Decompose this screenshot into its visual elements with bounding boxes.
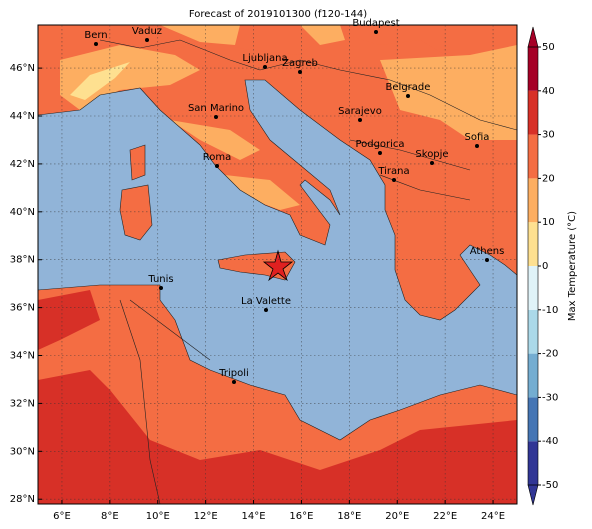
colorbar-tick-label: 50 [542,42,555,53]
x-tick-label: 16°E [289,511,313,522]
y-tick-label: 46°N [10,63,35,74]
algeria-hot [38,290,100,350]
city-label: Tirana [377,166,409,177]
north-warm [160,25,345,45]
x-tick-label: 22°E [433,511,457,522]
colorbar-tick-label: -30 [542,392,558,403]
colorbar-tick-label: -10 [542,305,558,316]
city-dot [215,164,219,168]
x-tick-label: 14°E [242,511,266,522]
colorbar-swatch [528,266,538,310]
city-dot [358,118,362,122]
city-dot [214,115,218,119]
city-dot [392,178,396,182]
colorbar-extend-top [527,26,539,48]
colorbar-swatch [528,441,538,485]
city-label: Belgrade [386,82,431,93]
colorbar-extend-bottom [527,484,539,506]
y-tick-label: 38°N [10,255,35,266]
colorbar-tick-label: 40 [542,86,555,97]
city-label: Tripoli [218,368,249,379]
y-tick-label: 36°N [10,303,35,314]
y-tick-label: 44°N [10,111,35,122]
y-tick-label: 32°N [10,398,35,409]
city-label: Roma [203,152,232,163]
colorbar-swatch [528,90,538,135]
y-tick-label: 34°N [10,351,35,362]
city-label: San Marino [188,103,244,114]
alps-cool [70,62,130,100]
city-dot [298,70,302,74]
colorbar-swatch [528,353,538,398]
land-north [38,25,517,70]
city-label: Sarajevo [338,106,382,117]
land-warm [170,45,517,210]
y-tick-label: 40°N [10,207,35,218]
y-tick-label: 28°N [10,494,35,505]
colorbar-tick-label: 0 [542,261,548,272]
colorbar-swatch [528,309,538,354]
x-tick-label: 18°E [337,511,361,522]
city-label: Bern [84,30,107,41]
city-label: Ljubljana [242,53,287,64]
colorbar-label: Max Temperature (°C) [567,211,578,321]
x-tick-label: 20°E [385,511,409,522]
x-tick-label: 10°E [146,511,170,522]
city-dot [263,65,267,69]
city-label: Sofia [465,132,490,143]
borders [99,39,517,504]
city-label: La Valette [241,296,291,307]
x-tick-label: 24°E [481,511,505,522]
city-dot [406,94,410,98]
city-dot [374,30,378,34]
colorbar-swatch [528,397,538,442]
colorbar-swatch [528,47,538,91]
colorbar-tick-label: -50 [542,480,558,491]
map-frame [37,24,518,505]
x-tick-label: 6°E [53,511,71,522]
city-dot [430,161,434,165]
city-dot [485,258,489,262]
islands [119,144,153,241]
city-dot [264,308,268,312]
city-label: Budapest [352,18,399,29]
colorbar-tick-label: 20 [542,173,555,184]
colorbar-tick-label: -40 [542,436,558,447]
city-dot [378,151,382,155]
map-title: Forecast of 2019101300 (f120-144) [189,9,367,20]
city-label: Vaduz [132,26,162,37]
city-label: Skopje [415,149,448,160]
colorbar-swatch [528,222,538,266]
colorbar-tick-label: -20 [542,349,558,360]
alps-warm [60,45,200,110]
city-label: Athens [470,246,505,257]
city-label: Tunis [147,274,173,285]
colorbar-tick-label: 10 [542,217,555,228]
city-dot [145,38,149,42]
city-dot [232,380,236,384]
y-tick-label: 42°N [10,159,35,170]
city-label: Zagreb [282,58,318,69]
city-dot [94,42,98,46]
colorbar-swatch [528,178,538,223]
colorbar-tick-label: 30 [542,130,555,141]
city-label: Podgorica [355,139,404,150]
city-dot [475,144,479,148]
y-tick-label: 30°N [10,446,35,457]
colorbar-swatch [528,134,538,179]
x-tick-label: 12°E [194,511,218,522]
x-tick-label: 8°E [101,511,119,522]
event-marker [262,249,294,282]
map-area [38,25,517,504]
city-dot [159,286,163,290]
